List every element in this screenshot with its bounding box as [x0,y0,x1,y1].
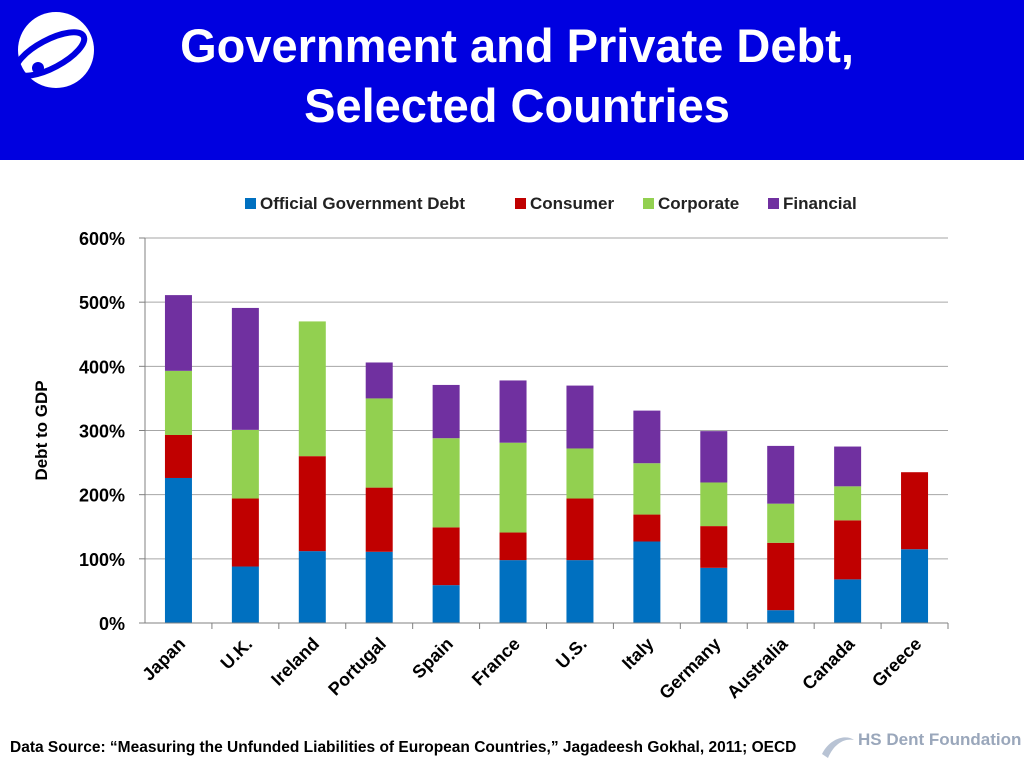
bar-segment [164,370,192,435]
bar-segment [633,410,661,464]
legend-swatch [768,198,779,209]
bar-segment [834,446,862,487]
bar-segment [834,486,862,521]
bar-segment [566,498,594,561]
foundation-name: HS Dent Foundation [858,730,1022,749]
bar-segment [499,560,527,623]
page-title: Government and Private Debt, Selected Co… [90,16,944,136]
bar-segment [633,463,661,515]
bar-segment [298,551,326,623]
bar-segment [231,307,259,430]
bar-segment [633,514,661,542]
bar-segment [700,482,728,527]
bar-segment [164,434,192,478]
x-tick-label: Germany [655,634,724,703]
bar-segment [499,380,527,443]
legend-label: Corporate [658,194,739,213]
bar-segment [231,566,259,623]
x-tick-label: U.K. [217,634,257,674]
title-banner: Government and Private Debt, Selected Co… [0,0,1024,160]
y-tick-label: 600% [79,229,125,249]
bar-segment [298,456,326,552]
bar-segment [767,445,795,504]
bar-segment [164,295,192,371]
bar-segment [633,541,661,623]
x-tick-label: Japan [138,634,189,685]
x-tick-label: Greece [868,634,925,691]
y-tick-label: 200% [79,486,125,506]
data-source-note: Data Source: “Measuring the Unfunded Lia… [10,739,797,756]
foundation-logo: HS Dent Foundation [818,730,1022,764]
bar-segment [700,526,728,568]
y-tick-label: 500% [79,293,125,313]
chart-area: 0% 100% 200% 300% 400% 500% 600% Debt to GDP Jap… [0,160,1024,730]
bar-segment [566,560,594,623]
bar-segment [767,610,795,623]
bar-segment [298,321,326,457]
x-tick-label: Australia [723,633,792,702]
title-line-2: Selected Countries [304,79,730,132]
x-tick-label: U.S. [552,634,591,673]
bar-segment [432,438,460,528]
legend-label: Financial [783,194,857,213]
y-tick-label: 300% [79,422,125,442]
bar-segment [432,384,460,439]
x-tick-label: Italy [618,634,658,674]
bar-segment [432,585,460,623]
x-tick-label: Canada [798,633,859,694]
bar-segment [767,503,795,543]
bar-segment [365,398,393,488]
bar-segment [700,567,728,623]
bar-segment [432,527,460,586]
bar-segment [901,472,929,550]
bar-segment [365,551,393,623]
bar-segment [566,448,594,499]
bar-segment [164,477,192,623]
x-tick-label: France [468,634,524,690]
x-tick-label: Spain [408,634,457,683]
legend-label: Consumer [530,194,614,213]
legend-swatch [515,198,526,209]
x-tick-label: Portugal [324,634,390,700]
y-tick-label: 0% [99,614,125,634]
x-tick-label: Ireland [267,634,323,690]
bar-segment [365,362,393,399]
bar-segment [767,542,795,611]
y-axis-label: Debt to GDP [32,380,51,480]
y-tick-label: 100% [79,550,125,570]
bar-segment [231,498,259,567]
legend-swatch [643,198,654,209]
bar-segment [834,579,862,623]
bar-segment [365,487,393,552]
bar-segment [499,532,527,561]
stacked-bar-chart: 0% 100% 200% 300% 400% 500% 600% Debt to GDP Jap… [32,194,949,703]
bar-segment [700,431,728,483]
bar-segment [834,520,862,580]
foundation-swoosh-icon [822,737,854,758]
bar-segment [231,429,259,499]
title-line-1: Government and Private Debt, [180,19,854,72]
orbit-logo-icon [12,12,94,88]
bar-segment [566,385,594,449]
legend-swatch [245,198,256,209]
bar-segment [499,442,527,533]
y-tick-label: 400% [79,357,125,377]
legend-label: Official Government Debt [260,194,465,213]
bar-segment [901,549,929,623]
